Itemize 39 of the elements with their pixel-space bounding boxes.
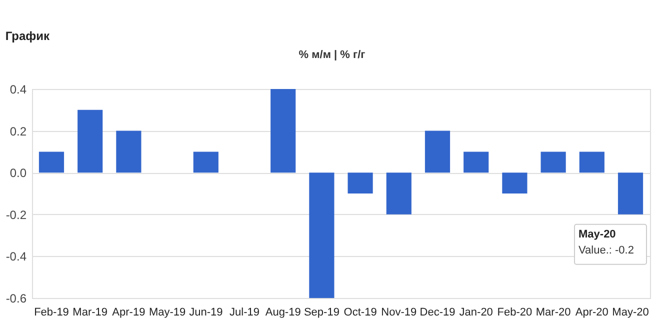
- y-tick-label: 0.0: [10, 166, 27, 180]
- bar: [424, 130, 450, 173]
- x-tick-label: Feb-19: [34, 306, 69, 318]
- x-tick-label: Sep-19: [304, 306, 340, 318]
- bar: [386, 172, 412, 214]
- x-tick-label: Mar-19: [72, 306, 108, 318]
- y-tick-label: -0.2: [6, 208, 27, 222]
- chart-title: График: [5, 29, 51, 43]
- annotation: May-20 Value.: -0.2: [578, 228, 634, 256]
- x-tick-label: Jan-20: [459, 306, 493, 318]
- x-tick-label: Oct-19: [344, 306, 377, 318]
- bar: [540, 152, 566, 173]
- y-tick-label: 0.4: [10, 82, 27, 96]
- bar: [502, 172, 528, 194]
- bar: [309, 172, 334, 298]
- bar: [38, 152, 64, 173]
- x-tick-label: Mar-20: [536, 306, 571, 318]
- x-tick-label: Aug-19: [265, 306, 301, 318]
- bar: [116, 130, 142, 173]
- x-tick-label: May-19: [148, 306, 186, 318]
- bar: [193, 152, 218, 173]
- x-tick-label: Jun-19: [189, 306, 223, 318]
- bar: [579, 152, 604, 173]
- x-tick-label: Apr-20: [575, 306, 608, 318]
- bar: [464, 152, 489, 173]
- bar: [618, 172, 644, 214]
- y-tick-label: -0.6: [6, 292, 27, 306]
- x-tick-label: May-20: [612, 306, 649, 318]
- x-tick-label: Feb-20: [497, 306, 532, 318]
- bar: [270, 89, 296, 173]
- y-tick-label: 0.2: [10, 124, 27, 138]
- bar: [348, 172, 373, 194]
- y-tick-label: -0.4: [6, 250, 27, 264]
- x-tick-label: Dec-19: [420, 306, 456, 318]
- x-tick-label: Nov-19: [381, 306, 417, 318]
- x-tick-label: Jul-19: [230, 306, 260, 318]
- x-tick-label: Apr-19: [112, 306, 146, 318]
- text: % м/м | % г/г: [298, 49, 366, 61]
- bar: [78, 110, 103, 173]
